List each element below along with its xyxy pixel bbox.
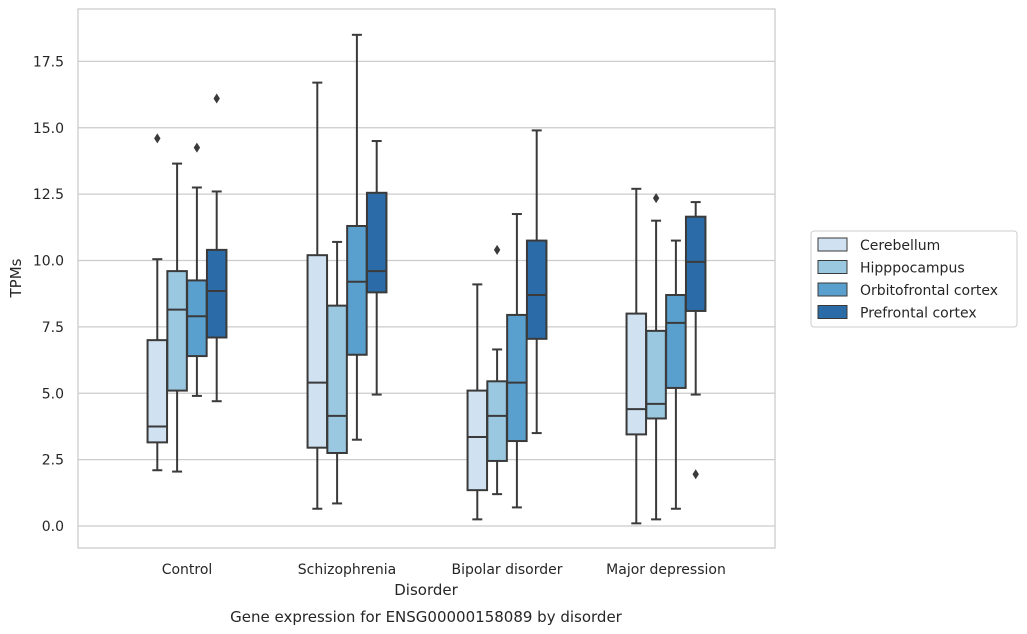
box-prefrontal-cortex xyxy=(684,201,707,480)
box-iqr xyxy=(365,191,388,294)
y-axis-ticks: 0.0 2.5 5.0 7.5 10.0 12.5 15.0 17.5 xyxy=(33,54,64,535)
grid xyxy=(78,60,775,527)
box-iqr xyxy=(186,279,208,358)
box-iqr xyxy=(665,294,687,389)
x-axis-ticks: Control Schizophrenia Bipolar disorder Majo… xyxy=(162,562,726,578)
plot-area xyxy=(77,8,776,549)
outlier-point xyxy=(213,93,220,104)
legend-swatch xyxy=(817,260,848,274)
legend: Cerebellum Hipppocampus Orbitofrontal cort… xyxy=(810,230,1018,328)
box-iqr xyxy=(525,239,548,340)
outlier-point xyxy=(193,142,201,153)
legend-label: Cerebellum xyxy=(860,238,940,254)
box-cerebellum xyxy=(625,187,648,525)
box-prefrontal-cortex xyxy=(525,129,548,435)
box-iqr xyxy=(306,254,329,449)
y-axis-label: TPMs xyxy=(7,258,25,298)
box-iqr xyxy=(166,270,188,392)
legend-label: Hipppocampus xyxy=(860,261,965,277)
box-prefrontal-cortex xyxy=(205,93,228,403)
x-tick-label: Major depression xyxy=(606,562,726,578)
box-iqr xyxy=(326,304,348,454)
box-cerebellum xyxy=(466,283,489,521)
outlier-point xyxy=(154,133,161,144)
box-iqr xyxy=(684,215,707,312)
x-axis-label: Disorder xyxy=(394,581,458,599)
box-orbitofrontal-cortex xyxy=(346,33,368,441)
y-tick-label: 5.0 xyxy=(42,386,64,402)
y-tick-label: 17.5 xyxy=(33,54,64,70)
legend-frame xyxy=(810,230,1018,328)
legend-label: Orbitofrontal cortex xyxy=(860,283,998,299)
box-iqr xyxy=(645,329,667,420)
box-iqr xyxy=(486,380,508,462)
box-orbitofrontal-cortex xyxy=(506,213,528,509)
legend-swatch xyxy=(817,237,848,252)
box-iqr xyxy=(506,313,528,443)
y-tick-label: 12.5 xyxy=(33,187,64,203)
x-tick-label: Control xyxy=(162,562,213,578)
y-tick-label: 10.0 xyxy=(33,254,64,270)
box-iqr xyxy=(346,224,368,356)
y-tick-label: 15.0 xyxy=(33,121,64,137)
box-cerebellum xyxy=(146,133,169,472)
legend-label: Prefrontal cortex xyxy=(860,306,977,322)
y-tick-label: 2.5 xyxy=(42,453,64,469)
box-cerebellum xyxy=(306,81,329,510)
box-orbitofrontal-cortex xyxy=(665,239,687,510)
outlier-point xyxy=(652,193,660,204)
x-tick-label: Bipolar disorder xyxy=(451,562,562,578)
y-tick-label: 0.0 xyxy=(42,519,64,535)
boxes xyxy=(146,33,707,525)
chart-title: Gene expression for ENSG00000158089 by d… xyxy=(230,608,623,626)
y-tick-label: 7.5 xyxy=(42,320,64,336)
box-prefrontal-cortex xyxy=(365,140,388,396)
legend-swatch xyxy=(817,282,848,297)
box-iqr xyxy=(466,389,489,492)
box-iqr xyxy=(625,312,648,436)
legend-swatch xyxy=(817,305,848,319)
outlier-point xyxy=(692,469,699,480)
box-orbitofrontal-cortex xyxy=(186,142,208,397)
outlier-point xyxy=(493,244,501,255)
box-hipppocampus xyxy=(326,240,348,505)
box-iqr xyxy=(205,248,228,339)
x-tick-label: Schizophrenia xyxy=(298,562,396,578)
